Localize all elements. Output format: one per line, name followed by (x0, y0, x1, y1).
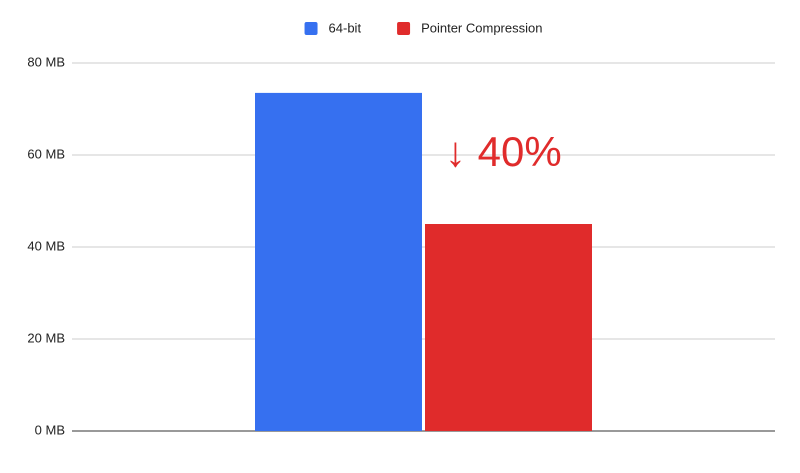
y-tick-label: 20 MB (27, 330, 65, 345)
bar (255, 92, 422, 432)
legend-label: Pointer Compression (421, 20, 542, 35)
legend: 64-bit Pointer Compression (304, 20, 542, 35)
legend-label: 64-bit (329, 20, 362, 35)
legend-swatch (397, 22, 411, 35)
legend-swatch (304, 22, 318, 35)
y-tick-label: 0 MB (35, 422, 65, 437)
bar (425, 224, 592, 431)
annotation: ↓ 40% (445, 128, 562, 175)
y-tick-label: 40 MB (27, 238, 65, 253)
y-tick-label: 60 MB (27, 146, 65, 161)
y-tick-label: 80 MB (27, 54, 65, 69)
